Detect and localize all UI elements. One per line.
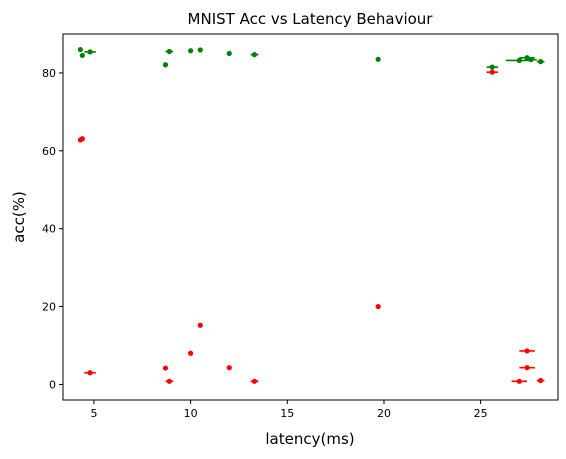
y-tick-label: 40 bbox=[42, 223, 56, 236]
data-point bbox=[188, 48, 194, 54]
data-point bbox=[79, 136, 85, 142]
data-point bbox=[162, 62, 169, 68]
series-1 bbox=[77, 69, 545, 384]
data-point bbox=[516, 57, 522, 64]
data-point bbox=[489, 64, 495, 70]
data-point bbox=[166, 378, 172, 384]
data-point bbox=[162, 365, 169, 371]
x-tick-label: 5 bbox=[90, 407, 97, 420]
data-point bbox=[188, 350, 194, 356]
data-point bbox=[528, 57, 534, 63]
chart-title: MNIST Acc vs Latency Behaviour bbox=[188, 10, 434, 28]
x-axis-title: latency(ms) bbox=[265, 430, 354, 448]
data-point bbox=[524, 365, 530, 371]
data-point bbox=[226, 365, 232, 371]
series-0 bbox=[77, 46, 545, 70]
data-point bbox=[251, 378, 258, 384]
data-point bbox=[375, 303, 381, 310]
x-tick-label: 25 bbox=[474, 407, 488, 420]
data-point bbox=[197, 47, 203, 53]
x-tick-label: 15 bbox=[280, 407, 294, 420]
data-point bbox=[375, 56, 381, 62]
data-point bbox=[87, 49, 93, 55]
x-tick-label: 10 bbox=[184, 407, 198, 420]
data-point bbox=[87, 370, 93, 376]
y-tick-label: 0 bbox=[49, 378, 56, 391]
data-point bbox=[79, 52, 85, 59]
y-tick-label: 20 bbox=[42, 301, 56, 314]
data-point bbox=[537, 377, 544, 384]
data-point bbox=[197, 322, 203, 328]
data-point bbox=[77, 46, 84, 53]
plot-area-frame bbox=[62, 33, 559, 401]
y-tick-label: 60 bbox=[42, 145, 56, 158]
data-point bbox=[251, 52, 258, 58]
x-tick-label: 20 bbox=[377, 407, 391, 420]
y-axis-title: acc(%) bbox=[10, 191, 28, 243]
data-point bbox=[516, 378, 522, 384]
y-tick-label: 80 bbox=[42, 67, 56, 80]
data-marks bbox=[77, 46, 545, 384]
data-point bbox=[489, 69, 495, 75]
axis-ticks: 5 10 15 20 25 0 20 40 60 80 bbox=[42, 67, 488, 420]
data-point bbox=[166, 48, 172, 55]
data-point bbox=[537, 59, 544, 65]
data-point bbox=[524, 348, 530, 354]
data-point bbox=[226, 50, 232, 57]
